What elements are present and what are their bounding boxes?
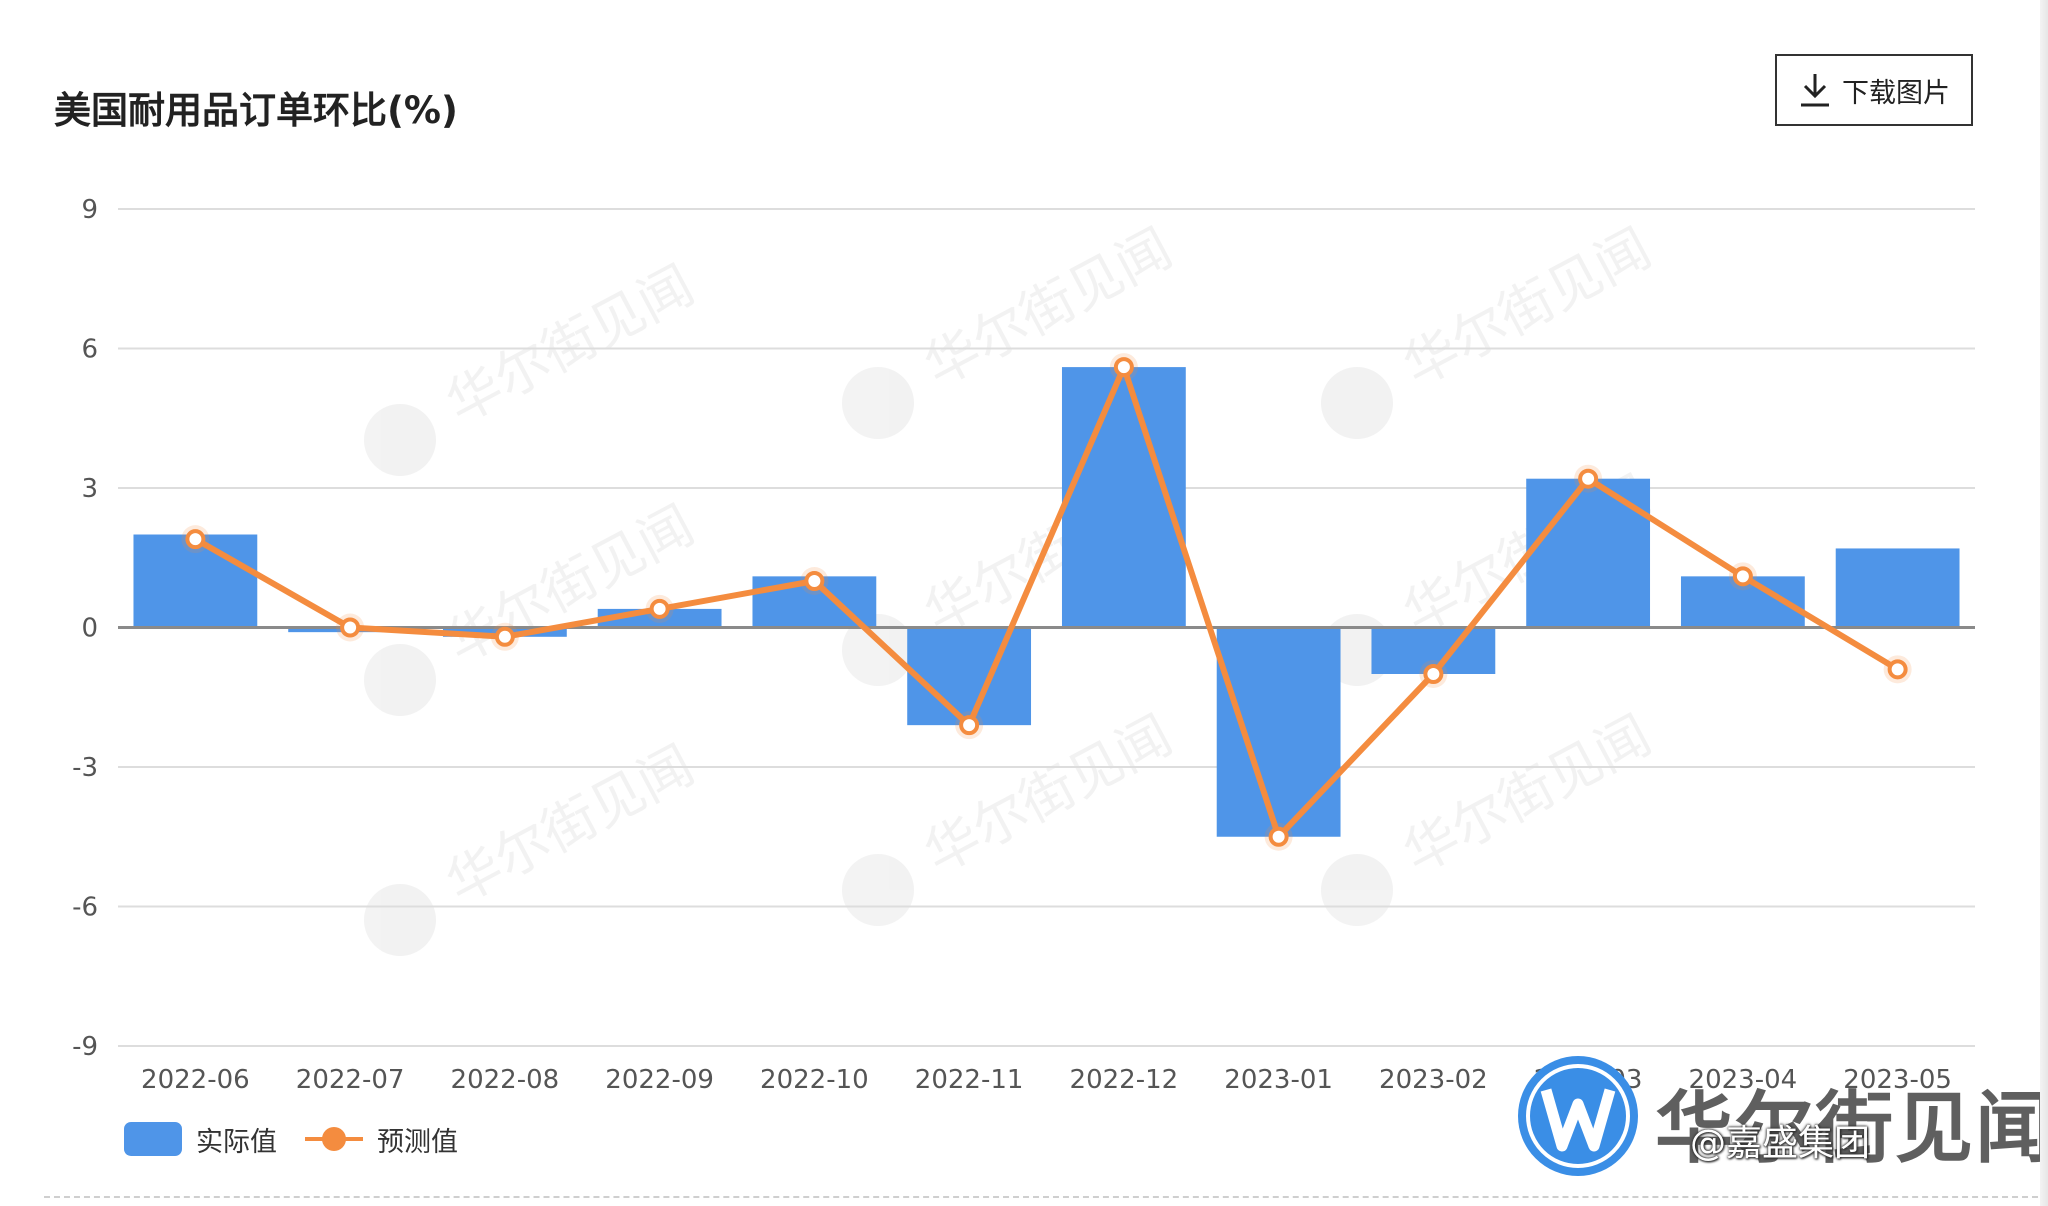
y-tick-label: -6 — [72, 893, 98, 923]
legend: 实际值 预测值 — [124, 1114, 472, 1164]
x-tick-label: 2023-01 — [1224, 1065, 1333, 1095]
line-series-forecast — [181, 353, 1912, 851]
forecast-line — [193, 364, 1900, 840]
bar-2023-01[interactable] — [1216, 627, 1341, 837]
bar-2023-05[interactable] — [1835, 548, 1960, 628]
forecast-point-2022-12[interactable] — [1113, 357, 1134, 378]
watermark-stamp: 华尔街见闻 — [1321, 216, 1661, 439]
watermark-text: 华尔街见闻 — [436, 493, 704, 675]
forecast-point-2022-10[interactable] — [804, 571, 825, 591]
watermark-text: 华尔街见闻 — [914, 703, 1182, 885]
gridlines — [118, 208, 1975, 1047]
wallstreetcn-logo-icon — [1518, 1056, 1638, 1176]
watermark-text: 华尔街见闻 — [436, 253, 704, 435]
legend-label-forecast: 预测值 — [377, 1126, 458, 1158]
forecast-point-2023-04[interactable] — [1732, 566, 1753, 587]
x-tick-label: 2022-06 — [141, 1065, 250, 1095]
forecast-point-2022-07[interactable] — [340, 617, 361, 638]
forecast-point-2022-08[interactable] — [494, 626, 515, 647]
legend-label-actual: 实际值 — [196, 1126, 277, 1158]
x-tick-label: 2022-10 — [760, 1065, 869, 1095]
scrollbar-edge — [2040, 0, 2048, 1206]
x-tick-label: 2022-07 — [296, 1065, 405, 1095]
forecast-point-2022-09[interactable] — [649, 598, 670, 619]
x-tick-label: 2022-11 — [915, 1065, 1024, 1095]
brand-watermark-text: 华尔街见闻 — [1655, 1083, 2048, 1174]
watermark-stamp: 华尔街见闻 — [364, 253, 704, 476]
legend-swatch-line — [305, 1127, 363, 1151]
bar-2023-03[interactable] — [1526, 478, 1651, 628]
bottom-divider — [44, 1196, 2048, 1198]
download-icon — [1801, 74, 1829, 107]
forecast-point-2023-03[interactable] — [1578, 468, 1599, 489]
download-button-label: 下载图片 — [1842, 77, 1950, 109]
forecast-point-2022-06[interactable] — [185, 529, 206, 550]
watermark-stamp: 华尔街见闻 — [842, 703, 1182, 926]
forecast-point-2023-05[interactable] — [1887, 659, 1908, 680]
legend-item-actual[interactable]: 实际值 — [124, 1120, 277, 1159]
bar-2022-06[interactable] — [133, 534, 258, 628]
watermark-stamp: 华尔街见闻 — [1321, 703, 1661, 926]
x-tick-label: 2023-04 — [1689, 1065, 1798, 1095]
x-tick-label: 2022-12 — [1070, 1065, 1179, 1095]
y-axis-ticks: 9 6 3 0 -3 -6 -9 — [72, 195, 98, 1062]
y-tick-label: -9 — [72, 1032, 98, 1062]
y-tick-label: 9 — [81, 195, 98, 225]
legend-swatch-bar — [124, 1122, 182, 1156]
x-tick-label: 2023-02 — [1379, 1065, 1488, 1095]
legend-item-forecast[interactable]: 预测值 — [305, 1120, 458, 1159]
weibo-handle: @嘉盛集团 — [1690, 1123, 1871, 1164]
forecast-point-2023-01[interactable] — [1268, 826, 1289, 847]
watermark-stamp: 华尔街见闻 — [364, 733, 704, 956]
chart-title: 美国耐用品订单环比(%) — [54, 89, 458, 132]
y-tick-label: -3 — [72, 753, 98, 783]
x-tick-label: 2022-09 — [605, 1065, 714, 1095]
y-tick-label: 0 — [81, 614, 98, 644]
forecast-point-2023-02[interactable] — [1423, 664, 1444, 684]
download-image-button[interactable]: 下载图片 — [1775, 54, 1973, 126]
x-tick-label: 2022-08 — [451, 1065, 560, 1095]
y-tick-label: 6 — [81, 335, 98, 365]
forecast-point-2022-11[interactable] — [959, 715, 980, 736]
y-tick-label: 3 — [81, 474, 98, 504]
bar-2022-11[interactable] — [907, 627, 1032, 726]
watermark-text: 华尔街见闻 — [436, 733, 704, 915]
watermark-text: 华尔街见闻 — [1393, 703, 1661, 885]
x-tick-label: 2023-05 — [1843, 1065, 1952, 1095]
watermark-text: 华尔街见闻 — [1393, 216, 1661, 398]
